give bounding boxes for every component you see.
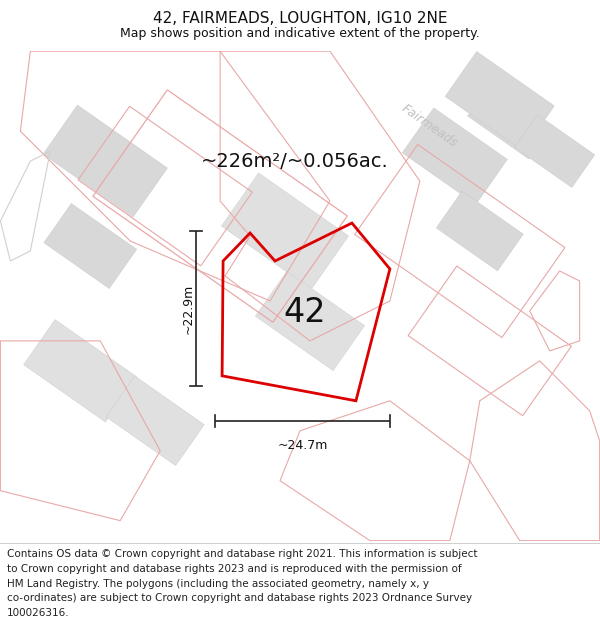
Polygon shape <box>256 271 365 371</box>
Polygon shape <box>467 83 552 159</box>
Polygon shape <box>23 320 137 422</box>
Polygon shape <box>445 51 554 151</box>
Text: HM Land Registry. The polygons (including the associated geometry, namely x, y: HM Land Registry. The polygons (includin… <box>7 579 429 589</box>
Text: Fairmeads: Fairmeads <box>400 102 460 150</box>
Polygon shape <box>221 173 349 289</box>
Polygon shape <box>436 191 523 271</box>
Text: co-ordinates) are subject to Crown copyright and database rights 2023 Ordnance S: co-ordinates) are subject to Crown copyr… <box>7 593 472 603</box>
Polygon shape <box>43 105 167 217</box>
Text: ~226m²/~0.056ac.: ~226m²/~0.056ac. <box>201 152 389 171</box>
Text: Map shows position and indicative extent of the property.: Map shows position and indicative extent… <box>120 27 480 40</box>
Polygon shape <box>402 108 508 204</box>
Text: 42, FAIRMEADS, LOUGHTON, IG10 2NE: 42, FAIRMEADS, LOUGHTON, IG10 2NE <box>153 11 447 26</box>
Text: Contains OS data © Crown copyright and database right 2021. This information is : Contains OS data © Crown copyright and d… <box>7 549 478 559</box>
Text: 42: 42 <box>284 296 326 329</box>
Polygon shape <box>106 376 204 466</box>
Text: ~24.7m: ~24.7m <box>277 439 328 452</box>
Polygon shape <box>44 204 137 289</box>
Text: ~22.9m: ~22.9m <box>182 283 194 334</box>
Text: to Crown copyright and database rights 2023 and is reproduced with the permissio: to Crown copyright and database rights 2… <box>7 564 462 574</box>
Polygon shape <box>515 115 595 188</box>
Text: 100026316.: 100026316. <box>7 608 70 618</box>
